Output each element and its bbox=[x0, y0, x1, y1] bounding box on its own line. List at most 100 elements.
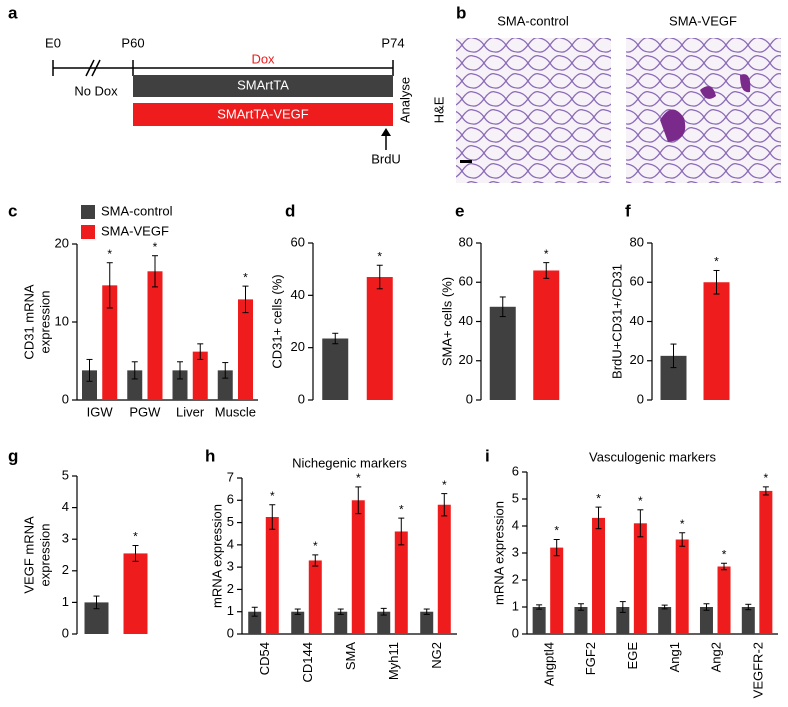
significance-mark: * bbox=[107, 247, 112, 261]
y-tick-label: 40 bbox=[630, 313, 644, 328]
significance-mark: * bbox=[442, 478, 447, 492]
bar bbox=[394, 531, 408, 634]
error-bar bbox=[745, 603, 752, 611]
bar bbox=[322, 338, 349, 400]
bar bbox=[308, 560, 322, 634]
bar bbox=[265, 517, 279, 634]
bar bbox=[699, 607, 713, 634]
significance-mark: * bbox=[133, 530, 138, 544]
significance-mark: * bbox=[399, 502, 404, 516]
vessel-stain bbox=[660, 74, 751, 142]
x-tick-label: Liver bbox=[176, 404, 205, 419]
bar bbox=[102, 285, 118, 400]
y-tick-label: 20 bbox=[630, 352, 644, 367]
significance-mark: * bbox=[313, 539, 318, 553]
error-bar bbox=[376, 264, 383, 290]
error-bar bbox=[619, 601, 626, 613]
bar bbox=[217, 370, 233, 400]
y-axis-label: mRNA expression bbox=[209, 504, 224, 608]
bar bbox=[351, 500, 365, 634]
bar bbox=[377, 611, 391, 634]
y-tick-label: 0 bbox=[466, 391, 473, 406]
error-bar bbox=[332, 332, 339, 345]
y-tick-label: 7 bbox=[227, 469, 234, 484]
y-tick-label: 0 bbox=[512, 625, 519, 640]
significance-mark: * bbox=[356, 471, 361, 485]
y-tick-label: 4 bbox=[227, 536, 234, 551]
error-bar bbox=[93, 595, 100, 610]
stage-label: E0 bbox=[45, 35, 61, 50]
significance-mark: * bbox=[722, 547, 727, 561]
bar bbox=[658, 607, 672, 634]
bar bbox=[717, 566, 731, 634]
x-tick-label: PGW bbox=[129, 404, 161, 419]
bar bbox=[616, 607, 630, 634]
bar-chart: 0 1 2 3 4 5 VEGF mRNA expression * bbox=[21, 467, 148, 640]
chart-title: Nichegenic markers bbox=[292, 455, 407, 470]
arrow-label: BrdU bbox=[371, 151, 401, 166]
legend-label: SMA-control bbox=[101, 203, 173, 218]
y-axis-label: CD31+ cells (%) bbox=[269, 274, 284, 368]
error-bar bbox=[269, 504, 276, 530]
y-tick-label: 4 bbox=[62, 499, 69, 514]
bar-chart: 0 20 40 60 80 BrdU+CD31+/CD31 * bbox=[609, 234, 730, 406]
stage-label: P60 bbox=[121, 35, 144, 50]
error-bar bbox=[242, 285, 249, 314]
bar bbox=[574, 607, 588, 634]
bar bbox=[366, 277, 393, 400]
error-bar bbox=[721, 562, 728, 571]
error-bar bbox=[312, 554, 319, 567]
x-tick-label: CD144 bbox=[300, 642, 315, 682]
y-axis-label: VEGF mRNA bbox=[21, 516, 36, 594]
panel-label: g bbox=[8, 446, 18, 465]
x-tick-label: Myh11 bbox=[386, 642, 401, 680]
bar bbox=[334, 611, 348, 634]
error-bar bbox=[251, 606, 258, 617]
significance-mark: * bbox=[270, 489, 275, 503]
error-bar bbox=[337, 608, 344, 615]
bar bbox=[192, 351, 208, 400]
error-bar bbox=[577, 603, 584, 611]
stage-label: P74 bbox=[381, 35, 404, 50]
arrow-head bbox=[381, 128, 391, 136]
y-tick-label: 10 bbox=[55, 313, 69, 328]
legend-swatch bbox=[81, 225, 95, 239]
error-bar bbox=[197, 343, 204, 360]
error-bar bbox=[423, 608, 430, 615]
error-bar bbox=[713, 269, 720, 295]
end-label: Analyse bbox=[397, 77, 412, 123]
bar bbox=[633, 523, 647, 634]
scale-bar bbox=[460, 160, 472, 163]
x-tick-label: EGE bbox=[625, 642, 640, 670]
bar bbox=[759, 490, 773, 634]
error-bar bbox=[131, 361, 138, 380]
panel-label: h bbox=[205, 446, 215, 465]
x-tick-label: Ang1 bbox=[667, 642, 682, 672]
x-tick-label: Angptl4 bbox=[541, 642, 556, 686]
chart-title: Vasculogenic markers bbox=[589, 449, 716, 464]
bar bbox=[532, 607, 546, 634]
error-bar bbox=[762, 486, 769, 496]
bar bbox=[437, 504, 451, 634]
error-bar bbox=[86, 358, 93, 382]
treatment-label: Dox bbox=[251, 51, 275, 66]
bar-chart: 0 1 2 3 4 5 6 7 mRNA expression Nichegenic marker… bbox=[209, 455, 457, 682]
bar bbox=[291, 611, 305, 634]
row-label: H&E bbox=[431, 96, 446, 123]
error-bar bbox=[543, 262, 550, 279]
x-tick-label: Ang2 bbox=[709, 642, 724, 672]
y-tick-label: 0 bbox=[227, 625, 234, 640]
y-tick-label: 5 bbox=[62, 467, 69, 482]
y-tick-label: 0 bbox=[62, 625, 69, 640]
y-tick-label: 5 bbox=[512, 490, 519, 505]
y-tick-label: 20 bbox=[55, 235, 69, 250]
bar bbox=[741, 607, 755, 634]
y-tick-label: 1 bbox=[62, 594, 69, 609]
y-tick-label: 60 bbox=[291, 234, 305, 249]
timeline: E0 P60 P74 Dox No Dox SMArtTA SMArtTA-VE… bbox=[45, 35, 412, 166]
bar bbox=[127, 370, 143, 400]
y-tick-label: 4 bbox=[512, 517, 519, 532]
error-bar bbox=[132, 545, 139, 562]
significance-mark: * bbox=[377, 249, 382, 263]
